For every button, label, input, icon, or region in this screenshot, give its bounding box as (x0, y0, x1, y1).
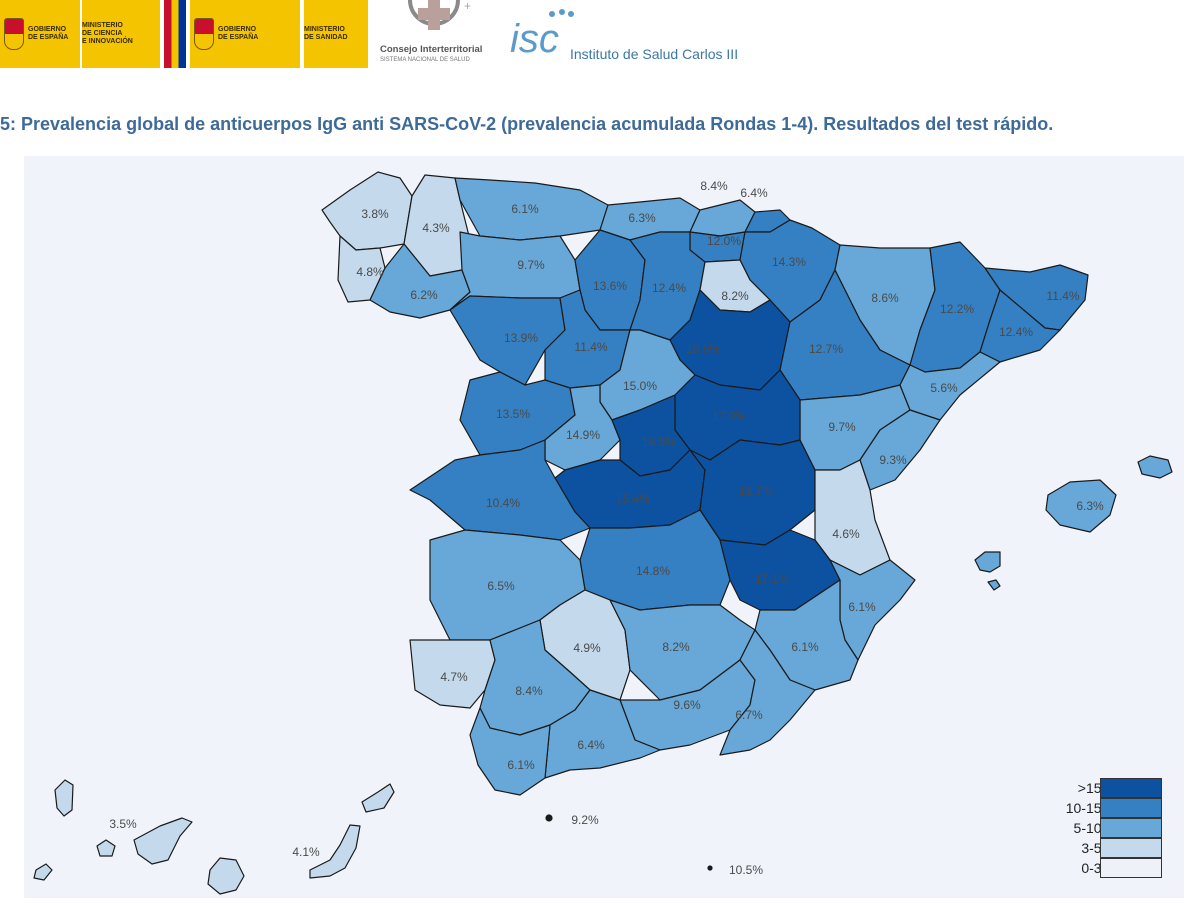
page-title: 5: Prevalencia global de anticuerpos IgG… (0, 114, 1054, 134)
province-malaga (544, 689, 661, 779)
legend-swatch (1100, 858, 1162, 878)
map-label: 11.4% (574, 340, 607, 354)
map-legend: >15% 10-15% 5-10% 3-5% 0-3% (1020, 778, 1170, 878)
legend-swatch (1100, 838, 1162, 858)
province-tenerife (133, 817, 193, 865)
svg-text:+: + (464, 0, 471, 13)
map-label: 9.7% (828, 420, 856, 434)
map-label: 16.6% (686, 342, 720, 356)
map-label: 6.7% (735, 708, 763, 722)
province-formentera (987, 579, 1001, 591)
map-label: 18.6% (642, 435, 676, 449)
map-label: 6.4% (740, 186, 768, 200)
province-mallorca (1045, 479, 1117, 533)
map-label: 6.3% (628, 211, 656, 225)
map-label: 4.6% (832, 527, 860, 541)
map-panel: 3.8% 4.3% 6.1% 8.4% 6.4% 6.3% 12.0% 4.8%… (24, 156, 1184, 898)
legend-item: 3-5% (1020, 838, 1170, 858)
map-label: 8.2% (662, 640, 690, 654)
map-label: 6.3% (1076, 499, 1104, 513)
map-label: 12.4% (652, 281, 686, 295)
map-label: 4.8% (356, 265, 384, 279)
map-label: 9.3% (879, 453, 907, 467)
legend-item: >15% (1020, 778, 1170, 798)
map-label: 6.1% (511, 202, 539, 216)
legend-item: 0-3% (1020, 858, 1170, 878)
isciii-mark-icon: isc (510, 9, 574, 61)
province-fuerteventura (309, 824, 361, 879)
flag-icon (164, 0, 186, 68)
province-ibiza (974, 551, 1001, 573)
map-label: 6.5% (487, 579, 515, 593)
map-label: 9.6% (673, 698, 701, 712)
province-la-gomera (96, 839, 116, 857)
map-label: 12.4% (999, 325, 1033, 339)
gobierno-espana-logo-2: GOBIERNO DE ESPAÑA (190, 0, 300, 68)
province-tarragona (899, 351, 1001, 421)
ministerio-sanidad-logo: MINISTERIO DE SANIDAD (304, 0, 368, 68)
province-lanzarote (361, 783, 395, 813)
map-label: 9.2% (571, 813, 599, 827)
legend-item: 5-10% (1020, 818, 1170, 838)
map-label: 15.4% (616, 492, 650, 506)
ministerio-ciencia-logo: MINISTERIO DE CIENCIA E INNOVACIÓN (82, 0, 160, 68)
map-label: 13.5% (496, 407, 530, 421)
province-cadiz (469, 707, 551, 796)
isciii-logo: isc Instituto de Salud Carlos III (508, 4, 758, 64)
medical-cross-icon: + (408, 0, 471, 30)
legend-swatch (1100, 798, 1162, 818)
map-label: 8.4% (515, 684, 543, 698)
map-label: 6.1% (791, 640, 819, 654)
map-label: 8.6% (871, 291, 899, 305)
province-menorca (1137, 455, 1173, 479)
legend-swatch (1100, 778, 1162, 798)
map-label: 13.6% (593, 279, 627, 293)
map-label: 3.5% (109, 817, 137, 831)
coat-of-arms-icon (194, 18, 214, 50)
legend-item: 10-15% (1020, 798, 1170, 818)
map-label: 3.8% (361, 207, 389, 221)
map-label: 4.1% (292, 845, 320, 859)
map-label: 6.1% (507, 758, 535, 772)
map-label: 18.7% (739, 484, 773, 498)
map-label: 17.0% (712, 409, 746, 423)
map-label: 12.2% (940, 302, 974, 316)
map-label: 4.9% (573, 641, 601, 655)
map-label: 5.6% (930, 381, 958, 395)
map-label: 8.4% (700, 179, 728, 193)
territory-ceuta (545, 814, 553, 822)
map-label: 4.3% (422, 221, 450, 235)
cisns-logo: + Consejo Interterritorial SISTEMA NACIO… (380, 0, 498, 68)
territory-melilla (707, 865, 713, 871)
map-label: 17.1% (755, 572, 789, 586)
province-la-palma (54, 779, 74, 817)
map-label: 12.7% (809, 342, 843, 356)
map-label: 14.8% (636, 564, 670, 578)
province-almeria (719, 629, 816, 756)
coat-of-arms-icon (4, 18, 24, 50)
map-label: 14.3% (772, 255, 806, 269)
map-label: 12.0% (707, 234, 741, 248)
map-label: 9.7% (517, 258, 545, 272)
map-label: 6.2% (410, 288, 438, 302)
gobierno-espana-logo: GOBIERNO DE ESPAÑA (0, 0, 80, 68)
map-label: 11.4% (1046, 289, 1079, 303)
map-label: 15.0% (623, 379, 657, 393)
map-label: 10.4% (486, 496, 520, 510)
map-label: 4.7% (440, 670, 468, 684)
spain-province-map: 3.8% 4.3% 6.1% 8.4% 6.4% 6.3% 12.0% 4.8%… (33, 171, 1173, 895)
map-label: 10.5% (729, 863, 763, 877)
province-el-hierro (33, 863, 53, 881)
map-label: 8.2% (721, 289, 749, 303)
map-label: 6.1% (848, 600, 876, 614)
svg-text:isc: isc (510, 17, 559, 61)
map-label: 14.9% (566, 428, 600, 442)
province-caceres (409, 439, 591, 541)
province-gran-canaria (207, 857, 245, 895)
province-barcelona (979, 289, 1061, 363)
map-label: 13.9% (504, 331, 538, 345)
map-label: 6.4% (577, 738, 605, 752)
legend-swatch (1100, 818, 1162, 838)
